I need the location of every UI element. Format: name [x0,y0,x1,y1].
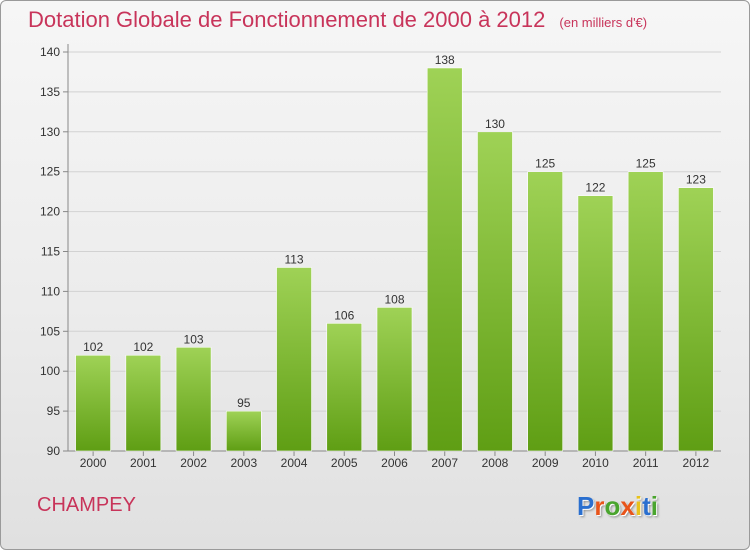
chart-title-text: Dotation Globale de Fonctionnement de 20… [28,7,546,32]
bar [577,195,614,452]
bar-chart: 90 95 100 105 110 115 120 125 130 135 140 2000 2001 2… [40,44,721,470]
bar-value-label: 113 [284,252,303,266]
bar [326,323,363,452]
bar [627,171,664,452]
logo-letter: i [650,491,658,521]
logo-letter: r [594,491,605,521]
bars [75,67,714,452]
logo-letter: i [634,491,643,521]
logo-letter: x [620,491,635,521]
logo-letter: t [642,491,651,521]
x-tick-label: 2002 [180,456,207,470]
bar [175,346,212,452]
x-tick-label: 2000 [80,456,107,470]
proxiti-logo[interactable]: Proxiti [577,491,658,522]
x-tick-label: 2009 [532,456,559,470]
bar-value-label: 102 [133,340,153,354]
chart-unit: (en milliers d'€) [559,15,648,30]
bar-value-label: 103 [184,332,204,346]
data-labels: 102 102 103 95 113 106 108 138 130 125 122 125 123 [83,53,706,410]
x-tick-label: 2011 [633,456,659,470]
bar-value-label: 106 [334,308,354,322]
bar [376,307,413,452]
bar [477,131,513,452]
x-tick-label: 2001 [130,456,157,470]
bar-value-label: 108 [384,292,404,306]
x-tick-label: 2012 [683,456,710,470]
bar-value-label: 138 [435,53,455,67]
x-tick-label: 2008 [482,456,509,470]
y-tick-label: 90 [47,444,61,458]
bar-value-label: 125 [636,157,656,171]
y-tick-label: 120 [40,205,60,219]
bar [426,67,463,452]
bar [678,187,714,452]
x-tick-label: 2007 [431,456,458,470]
x-tick-label: 2004 [281,456,308,470]
y-tick-label: 95 [47,404,61,418]
y-tick-label: 105 [40,324,60,338]
chart-title: Dotation Globale de Fonctionnement de 20… [28,7,647,33]
x-tick-label: 2010 [582,456,609,470]
bar-value-label: 125 [535,157,555,171]
commune-name: CHAMPEY [37,494,136,516]
x-tick-label: 2006 [381,456,408,470]
y-tick-label: 115 [41,245,60,259]
y-tick-label: 135 [40,85,60,99]
y-tick-label: 125 [40,165,60,179]
bar [75,354,111,452]
logo-letter: P [577,491,595,521]
bar-value-label: 122 [585,181,605,195]
bar-value-label: 102 [83,340,103,354]
y-tick-label: 100 [40,364,60,378]
logo-letter: o [604,491,621,521]
bar [125,354,162,452]
bar [527,171,563,452]
x-tick-label: 2003 [230,456,257,470]
bar-value-label: 130 [485,117,505,131]
y-tick-label: 130 [40,125,60,139]
bar-value-label: 123 [686,173,706,187]
y-tick-label: 140 [40,45,60,59]
bar-value-label: 95 [237,396,251,410]
bar [226,410,262,452]
y-tick-label: 110 [41,284,60,298]
bar [276,267,312,452]
x-tick-label: 2005 [331,456,358,470]
